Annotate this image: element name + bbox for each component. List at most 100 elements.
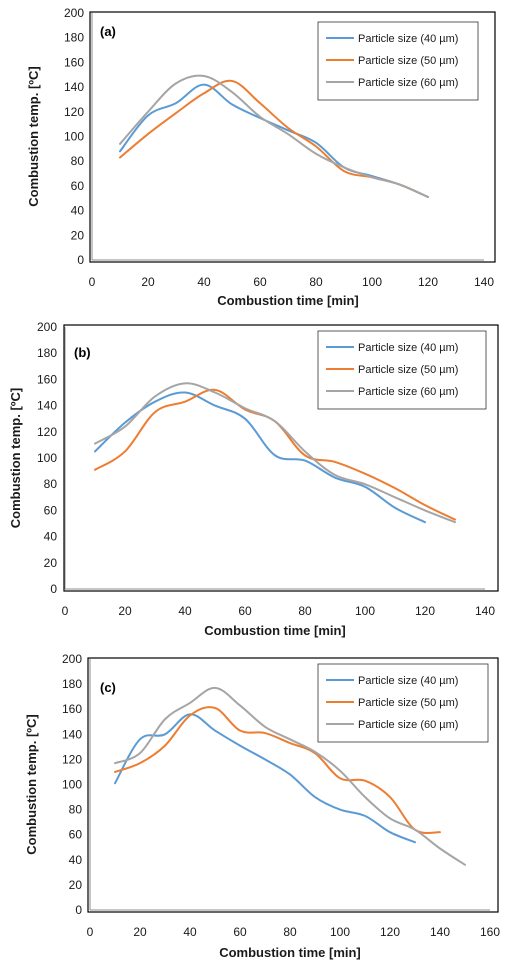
y-tick-label: 100 <box>37 451 57 465</box>
data-point <box>203 75 205 77</box>
data-point <box>414 841 416 843</box>
data-point <box>147 111 149 113</box>
panel-label: (a) <box>100 24 116 39</box>
data-point <box>124 422 126 424</box>
y-tick-label: 40 <box>44 530 58 544</box>
data-point <box>124 450 126 452</box>
x-tick-label: 100 <box>362 275 382 289</box>
data-point <box>439 848 441 850</box>
data-point <box>339 770 341 772</box>
data-point <box>119 156 121 158</box>
data-point <box>189 702 191 704</box>
y-tick-label: 0 <box>75 903 82 917</box>
x-tick-label: 100 <box>355 604 375 618</box>
data-point <box>184 401 186 403</box>
y-tick-label: 20 <box>71 228 85 242</box>
data-point <box>334 474 336 476</box>
y-tick-label: 60 <box>69 828 83 842</box>
x-tick-label: 40 <box>178 604 192 618</box>
data-point <box>94 443 96 445</box>
y-tick-label: 200 <box>64 6 84 20</box>
x-tick-label: 80 <box>298 604 312 618</box>
data-point <box>289 742 291 744</box>
data-point <box>139 752 141 754</box>
x-tick-label: 160 <box>480 925 500 939</box>
data-point <box>214 405 216 407</box>
data-point <box>427 196 429 198</box>
data-point <box>119 143 121 145</box>
data-point <box>175 102 177 104</box>
x-tick-label: 40 <box>197 275 211 289</box>
y-tick-label: 200 <box>37 320 57 334</box>
data-point <box>259 116 261 118</box>
data-point <box>315 145 317 147</box>
data-point <box>119 150 121 152</box>
y-tick-label: 100 <box>62 778 82 792</box>
data-point <box>394 496 396 498</box>
x-axis-label: Combustion time [min] <box>219 945 361 960</box>
x-tick-label: 60 <box>253 275 267 289</box>
y-tick-label: 40 <box>71 204 85 218</box>
data-point <box>464 864 466 866</box>
data-point <box>239 730 241 732</box>
data-point <box>399 184 401 186</box>
x-tick-label: 0 <box>89 275 96 289</box>
legend-entry: Particle size (60 µm) <box>358 386 458 398</box>
legend-entry: Particle size (40 µm) <box>358 342 458 354</box>
data-point <box>364 486 366 488</box>
y-tick-label: 180 <box>62 677 82 691</box>
x-tick-label: 140 <box>475 604 495 618</box>
y-tick-label: 160 <box>37 372 57 386</box>
legend-entry: Particle size (50 µm) <box>358 55 458 67</box>
data-point <box>343 166 345 168</box>
panel-label: (c) <box>100 680 116 695</box>
data-point <box>164 718 166 720</box>
y-tick-label: 120 <box>62 752 82 766</box>
x-tick-label: 140 <box>474 275 494 289</box>
data-point <box>287 133 289 135</box>
y-tick-label: 20 <box>69 878 83 892</box>
data-point <box>154 401 156 403</box>
data-point <box>259 102 261 104</box>
y-tick-label: 20 <box>44 556 58 570</box>
x-tick-label: 80 <box>283 925 297 939</box>
data-point <box>139 738 141 740</box>
data-point <box>364 815 366 817</box>
chart-panel-a: 0 20 40 60 80 100 120 140 160 180 200 0 20 40 60 80 100 1… <box>26 6 496 308</box>
data-point <box>175 112 177 114</box>
data-point <box>389 817 391 819</box>
data-point <box>203 84 205 86</box>
data-point <box>424 521 426 523</box>
y-tick-label: 80 <box>69 803 83 817</box>
y-axis-label: Combustion temp. [ºC] <box>8 388 23 529</box>
data-point <box>454 521 456 523</box>
x-tick-label: 20 <box>141 275 155 289</box>
data-point <box>214 707 216 709</box>
x-axis-label: Combustion time [min] <box>217 293 359 308</box>
data-point <box>164 733 166 735</box>
series-line-3 <box>119 74 429 199</box>
data-point <box>94 469 96 471</box>
y-tick-label: 180 <box>37 346 57 360</box>
data-point <box>184 392 186 394</box>
data-point <box>231 80 233 82</box>
plot-frame <box>89 11 496 263</box>
data-point <box>114 782 116 784</box>
data-point <box>389 831 391 833</box>
data-point <box>304 460 306 462</box>
data-point <box>154 411 156 413</box>
chart-panel-b: 0 20 40 60 80 100 120 140 160 180 200 0 20 40 60 80 100 1… <box>8 320 499 638</box>
y-tick-label: 100 <box>64 130 84 144</box>
data-point <box>424 509 426 511</box>
data-point <box>343 170 345 172</box>
data-point <box>184 382 186 384</box>
data-point <box>264 732 266 734</box>
y-tick-label: 160 <box>62 702 82 716</box>
legend-entry: Particle size (60 µm) <box>358 719 458 731</box>
data-point <box>203 92 205 94</box>
series-line-1 <box>94 391 426 524</box>
data-point <box>289 738 291 740</box>
data-point <box>214 730 216 732</box>
data-point <box>364 483 366 485</box>
plot-frame <box>87 657 499 913</box>
